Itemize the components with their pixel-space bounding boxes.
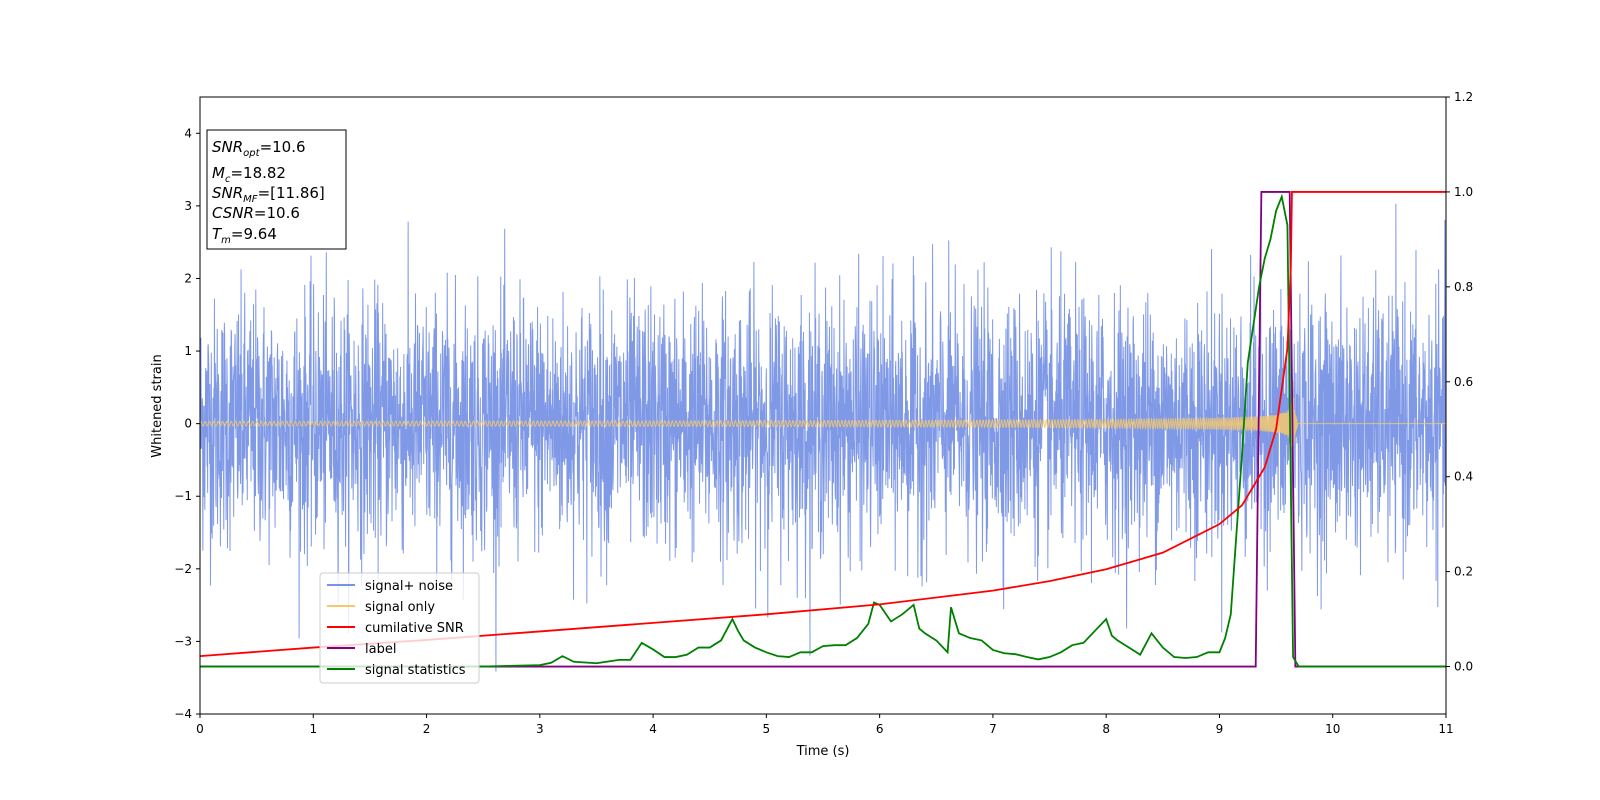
- y-tick-label: 4: [184, 126, 192, 140]
- y-tick-label: −2: [174, 562, 192, 576]
- x-tick-label: 3: [536, 722, 544, 736]
- legend-label-label: label: [365, 642, 396, 657]
- y-tick-label: −1: [174, 489, 192, 503]
- series-signal-statistics: [200, 193, 1446, 668]
- y-tick-label: 0: [184, 417, 192, 431]
- y-axis-label: Whitened strain: [150, 354, 165, 457]
- legend-label-signal-noise: signal+ noise: [365, 579, 453, 594]
- plot-area: [200, 191, 1446, 672]
- x-tick-label: 4: [649, 722, 657, 736]
- annotation-csnr: CSNR=10.6: [212, 204, 300, 222]
- y2-tick-label: 0.2: [1454, 565, 1473, 579]
- x-tick-label: 8: [1102, 722, 1110, 736]
- x-tick-label: 5: [763, 722, 771, 736]
- series-group: [200, 191, 1446, 672]
- annotation-snr-mf: SNRMF=[11.86]: [212, 184, 325, 205]
- y2-tick-label: 1.0: [1454, 185, 1473, 199]
- y-tick-label: −3: [174, 634, 192, 648]
- series-signal-noise: [200, 203, 1446, 672]
- y2-tick-label: 0.0: [1454, 660, 1473, 674]
- x-tick-label: 6: [876, 722, 884, 736]
- axes-frame: [199, 96, 1447, 715]
- series-cumulative-snr: [200, 191, 1446, 657]
- x-tick-label: 10: [1325, 722, 1340, 736]
- y2-tick-label: 0.8: [1454, 280, 1473, 294]
- y2-tick-label: 0.6: [1454, 375, 1473, 389]
- y2-tick-label: 0.4: [1454, 470, 1473, 484]
- legend: signal+ noise signal only cumilative SNR…: [319, 572, 480, 684]
- x-axis-label: Time (s): [796, 744, 850, 759]
- annotation-snr-opt: SNRopt=10.6: [212, 138, 306, 159]
- legend-label-cumulative-snr: cumilative SNR: [365, 621, 464, 636]
- x-tick-label: 1: [309, 722, 317, 736]
- y-tick-label: 3: [184, 199, 192, 213]
- annotation-box: SNRopt=10.6 Mc=18.82 SNRMF=[11.86] CSNR=…: [206, 129, 347, 250]
- axis-ticks: 0 1 2 3 4 5 6 7 8 9 10 1143210−1−2−3−41.21.00.80.60…: [174, 90, 1473, 736]
- x-tick-label: 7: [989, 722, 997, 736]
- x-tick-label: 2: [423, 722, 431, 736]
- y-tick-label: 1: [184, 344, 192, 358]
- y-tick-label: 2: [184, 271, 192, 285]
- legend-label-signal-only: signal only: [365, 600, 435, 615]
- y-tick-label: −4: [174, 707, 192, 721]
- series-signal-only: [200, 359, 1446, 477]
- x-tick-label: 0: [196, 722, 204, 736]
- annotation-mc: Mc=18.82: [212, 164, 286, 185]
- x-tick-label: 11: [1438, 722, 1453, 736]
- annotation-tm: Tm=9.64: [212, 225, 277, 246]
- x-tick-label: 9: [1216, 722, 1224, 736]
- y2-tick-label: 1.2: [1454, 90, 1473, 104]
- legend-label-signal-statistics: signal statistics: [365, 663, 466, 678]
